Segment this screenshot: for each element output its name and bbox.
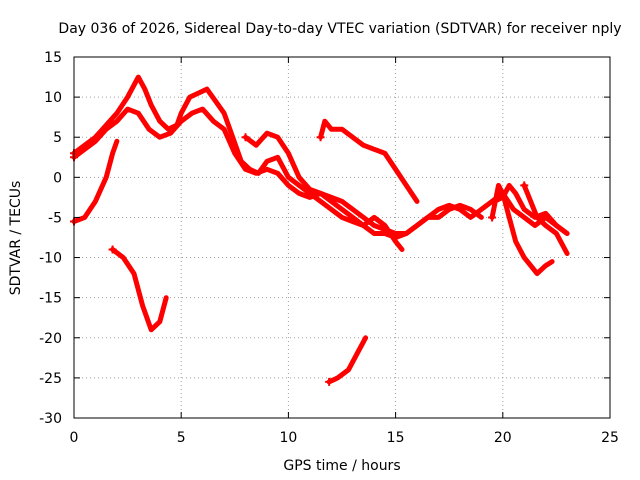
series-track-c xyxy=(71,138,120,224)
series-track-h xyxy=(489,182,555,277)
x-tick-label: 5 xyxy=(177,430,186,446)
y-tick-label: 10 xyxy=(44,90,62,106)
series-track-d xyxy=(110,247,169,333)
series-track-j xyxy=(521,182,570,256)
y-tick-label: 15 xyxy=(44,50,62,66)
plus-marker xyxy=(325,377,334,386)
plus-marker xyxy=(520,181,529,190)
x-tick-label: 0 xyxy=(70,430,79,446)
plot-frame xyxy=(73,56,611,419)
y-tick-labels: -30 -25 -20 -15 -10 -5 0 5 10 15 xyxy=(39,50,62,427)
x-tick-label: 15 xyxy=(387,430,405,446)
y-tick-label: -5 xyxy=(48,210,62,226)
y-axis-label: SDTVAR / TECUs xyxy=(8,181,24,296)
data-series-group xyxy=(70,74,570,386)
axis-ticks xyxy=(73,56,611,419)
y-tick-label: -10 xyxy=(39,251,62,267)
x-tick-labels: 0 5 10 15 20 25 xyxy=(70,430,619,446)
x-tick-label: 10 xyxy=(279,430,297,446)
plus-marker xyxy=(488,213,497,222)
x-tick-label: 20 xyxy=(494,430,512,446)
x-axis-label: GPS time / hours xyxy=(283,458,400,474)
plus-marker xyxy=(490,197,499,206)
y-tick-label: -30 xyxy=(39,411,62,427)
chart-title: Day 036 of 2026, Sidereal Day-to-day VTE… xyxy=(58,21,621,37)
series-track-f xyxy=(318,118,420,204)
series-track-e xyxy=(243,130,484,236)
series-track-g xyxy=(326,335,369,385)
y-tick-label: -25 xyxy=(39,371,62,387)
y-tick-label: -15 xyxy=(39,291,62,307)
x-tick-label: 25 xyxy=(601,430,619,446)
series-track-i xyxy=(491,182,570,236)
plus-marker xyxy=(316,133,325,142)
y-tick-label: 5 xyxy=(53,130,62,146)
plus-marker xyxy=(108,245,117,254)
y-tick-label: -20 xyxy=(39,331,62,347)
y-tick-label: 0 xyxy=(53,170,62,186)
plus-marker xyxy=(241,133,250,142)
series-track-a xyxy=(71,74,405,252)
